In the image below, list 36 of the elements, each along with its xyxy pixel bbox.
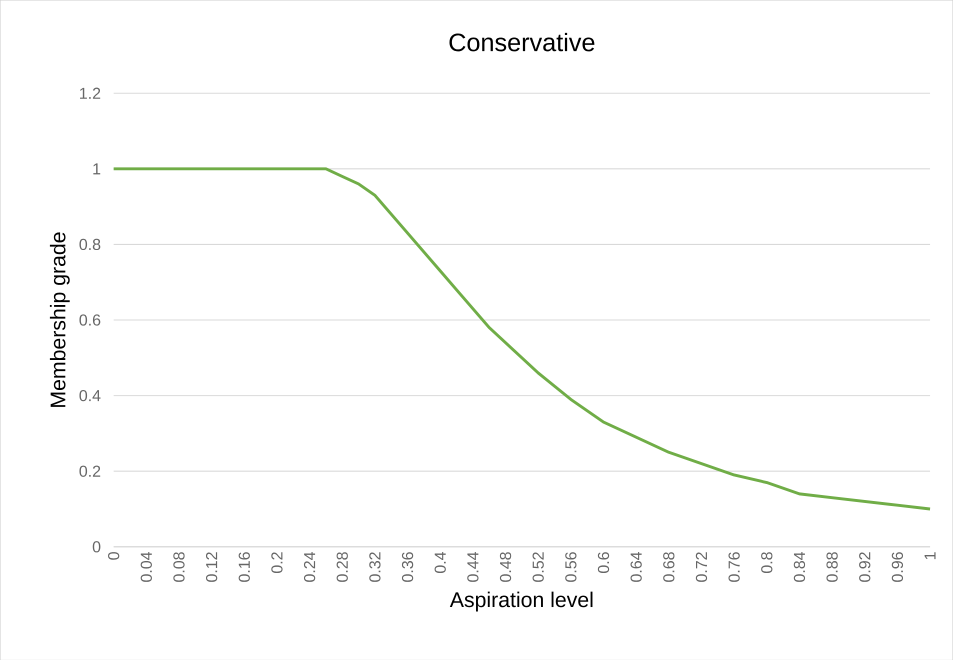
x-tick-label: 0.12 bbox=[206, 552, 218, 582]
y-tick-label: 0 bbox=[92, 540, 100, 552]
x-tick-label: 1 bbox=[924, 552, 936, 559]
x-tick-label: 0.24 bbox=[304, 552, 316, 582]
y-tick-label: 0.2 bbox=[79, 465, 100, 477]
y-tick-label: 1 bbox=[93, 163, 100, 174]
x-tick-label: 0.28 bbox=[336, 552, 348, 582]
y-tick-label: 0.6 bbox=[79, 314, 100, 326]
x-tick-label: 0.32 bbox=[369, 552, 381, 582]
x-axis-title: Aspiration level bbox=[450, 591, 592, 612]
y-axis-title: Membership grade bbox=[50, 232, 70, 407]
x-tick-label: 0.44 bbox=[467, 552, 479, 582]
x-tick-label: 0.08 bbox=[173, 552, 185, 582]
x-tick-label: 0.52 bbox=[532, 552, 544, 582]
x-tick-label: 0.36 bbox=[402, 552, 414, 582]
x-tick-label: 0.48 bbox=[500, 552, 512, 582]
y-tick-label: 1.2 bbox=[80, 87, 100, 99]
x-tick-label: 0.4 bbox=[434, 552, 446, 573]
x-tick-label: 0.92 bbox=[859, 552, 870, 582]
x-tick-label: 0.6 bbox=[598, 552, 610, 573]
x-tick-label: 0.2 bbox=[271, 552, 283, 573]
x-tick-label: 0.96 bbox=[892, 552, 904, 582]
x-tick-label: 0.88 bbox=[826, 552, 838, 582]
x-tick-label: 0.56 bbox=[565, 552, 576, 582]
y-tick-label: 0.8 bbox=[79, 238, 100, 250]
x-tick-label: 0.04 bbox=[140, 552, 152, 582]
x-tick-label: 0.84 bbox=[794, 552, 806, 582]
x-tick-label: 0 bbox=[108, 552, 120, 560]
x-tick-label: 0.76 bbox=[728, 552, 740, 582]
x-tick-label: 0.16 bbox=[238, 552, 250, 582]
x-tick-label: 0.68 bbox=[663, 552, 674, 582]
y-tick-label: 0.4 bbox=[79, 390, 101, 402]
x-tick-label: 0.8 bbox=[761, 552, 772, 573]
x-tick-label: 0.64 bbox=[630, 552, 642, 582]
x-tick-label: 0.72 bbox=[696, 552, 708, 582]
chart-title: Conservative bbox=[449, 32, 594, 52]
